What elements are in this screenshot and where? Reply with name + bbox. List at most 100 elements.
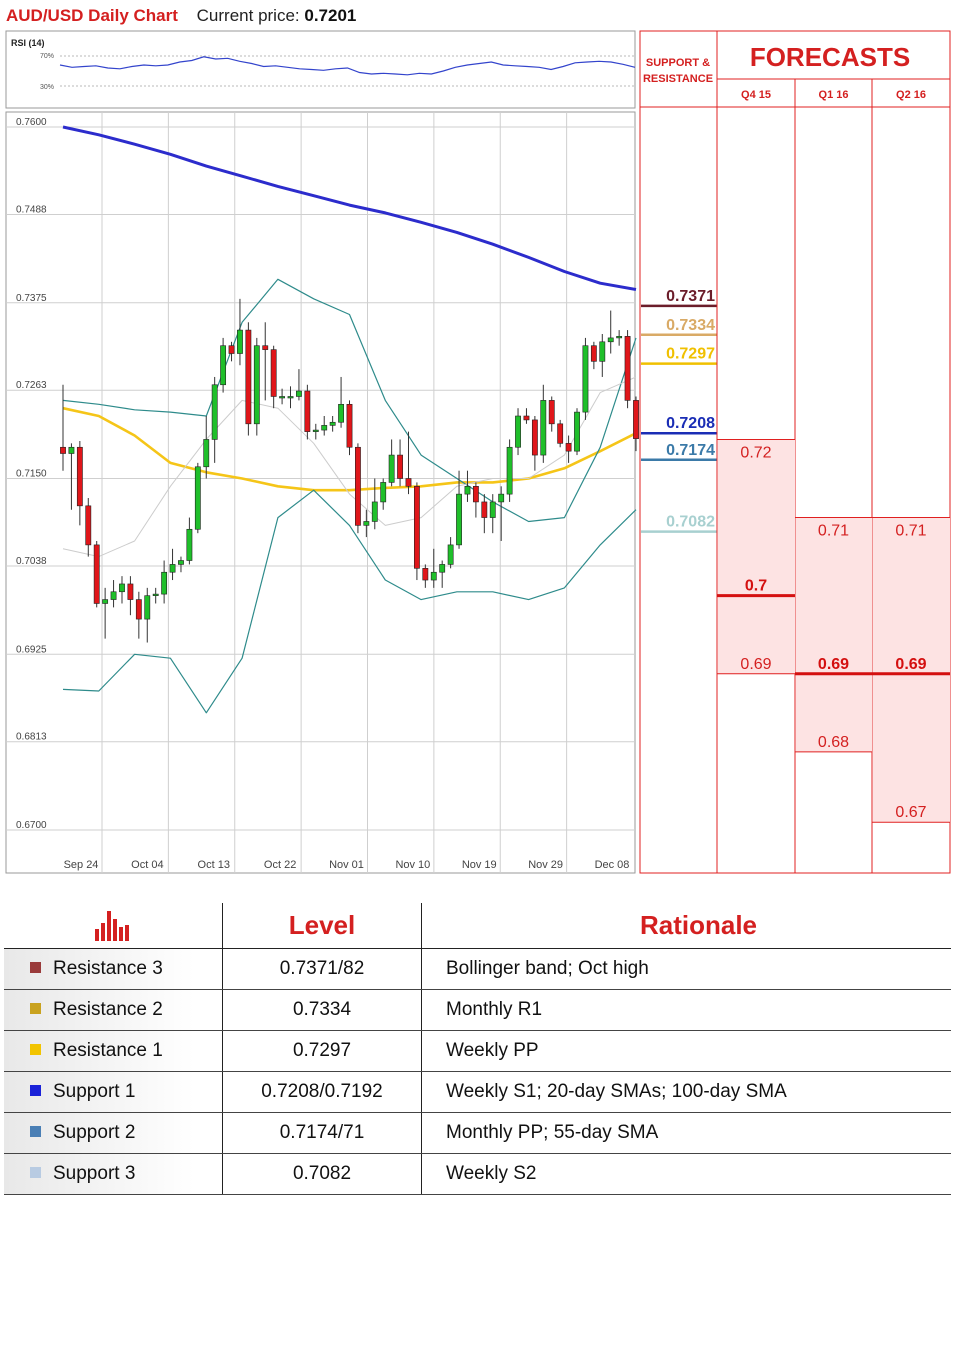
x-tick-label: Sep 24 [64,859,99,871]
rsi-upper-label: 70% [40,53,54,60]
chart-title: AUD/USD Daily Chart [6,6,178,25]
y-axis-ticks: 0.7600 0.7488 0.7375 0.7263 0.7150 0.7038 0.69… [16,117,47,831]
indicator-line-0 [62,125,637,291]
candle-body [68,446,75,454]
indicator-lines [62,125,637,714]
candle [329,416,336,432]
indicator-line-2 [62,278,637,523]
candle-body [127,583,134,600]
candle [110,580,117,608]
candle-body [531,419,538,456]
legend-swatch [30,962,41,973]
row-level: 0.7174/71 [222,1112,422,1154]
candle [220,337,227,393]
x-tick-label: Oct 04 [131,859,163,871]
y-tick-label: 0.7263 [16,380,47,391]
candle-body [624,336,631,401]
candle-body [161,571,168,595]
sr-level-value: 0.7297 [666,346,715,363]
legend-swatch [30,1044,41,1055]
candle [582,337,589,420]
candle [523,408,530,424]
candle-body [523,415,530,421]
candle-body [287,396,294,399]
x-tick-label: Oct 22 [264,859,296,871]
forecast-mid-value: 0.69 [895,656,926,673]
sr-header-line1: SUPPORT & [646,57,710,69]
candle [296,369,302,401]
candle-body [447,544,454,565]
y-tick-label: 0.7600 [16,117,47,128]
candle-body [456,493,462,546]
candle-body [506,446,513,495]
candle [498,486,505,541]
candle [245,322,252,436]
legend-swatch [30,1003,41,1014]
indicator-line-4 [62,376,637,558]
candle-body [93,544,100,604]
candle [287,386,294,409]
x-axis-ticks: Sep 24 Oct 04 Oct 13 Oct 22 Nov 01 Nov 10 Nov … [64,859,630,871]
candle-body [245,329,252,425]
candle [439,560,446,588]
price-chart: 0.7600 0.7488 0.7375 0.7263 0.7150 0.7038 0.69… [5,111,639,874]
candle-body [152,593,159,596]
candle-body [110,591,117,600]
row-rationale: Monthly PP; 55-day SMA [421,1112,951,1154]
candle [489,494,496,534]
chart-area: RSI (14) 70% 30% 0.7600 0.7488 0.7375 0.726… [5,30,951,874]
candle [304,384,311,440]
table-row: Support 2 0.7174/71 Monthly PP; 55-day SMA [4,1112,951,1154]
candle-body [119,583,125,593]
forecast-range [873,517,950,823]
candle-body [346,403,353,448]
candle [169,548,176,581]
forecasts-panel: FORECASTS Q4 15 0.72 0.7 0.69 Q1 16 0.71 0.69 0… [716,30,951,874]
candle [397,439,403,487]
table-row: Resistance 2 0.7334 Monthly R1 [4,989,951,1031]
row-level: 0.7371/82 [222,948,422,990]
candle [590,341,597,370]
candle-body [405,478,412,487]
table-header-rationale: Rationale [421,903,951,949]
row-name: Resistance 2 [53,999,163,1020]
candle [599,333,606,377]
candle-body [178,560,184,565]
candle-body [565,443,572,452]
candle-body [489,501,496,518]
indicator-line-1 [62,406,637,492]
support-resistance-panel: SUPPORT & RESISTANCE 0.73710.73340.72970… [639,30,718,874]
forecast-low-value: 0.68 [818,734,849,751]
row-level: 0.7082 [222,1153,422,1195]
candle [388,439,395,487]
row-rationale: Weekly PP [421,1030,951,1072]
candle [60,384,66,471]
forecast-range [796,517,872,752]
candle [624,330,631,409]
candle-body [548,400,555,425]
y-tick-label: 0.7038 [16,556,47,567]
y-tick-label: 0.6700 [16,820,47,831]
forecast-column: Q2 16 0.71 0.69 0.67 [872,89,950,823]
candle [363,509,370,538]
row-level: 0.7208/0.7192 [222,1071,422,1113]
candle [203,416,210,479]
rsi-label: RSI (14) [11,38,45,48]
row-name-cell: Support 2 [4,1112,223,1154]
table-row: Support 3 0.7082 Weekly S2 [4,1153,951,1195]
candle-body [355,446,361,526]
table-header-row: Level Rationale [4,903,951,949]
candle-body [253,345,260,425]
candle-body [439,564,446,573]
current-price-label: Current price: [196,6,300,25]
candle [531,416,538,471]
bar-chart-icon [95,910,129,941]
forecast-column: Q4 15 0.72 0.7 0.69 [717,89,795,675]
candle-body [270,349,277,397]
forecast-mid-value: 0.7 [745,578,767,595]
candle-body [363,521,370,526]
candle-body [312,429,319,432]
row-rationale: Monthly R1 [421,989,951,1031]
table-row: Resistance 3 0.7371/82 Bollinger band; Oct… [4,948,951,990]
candle-body [186,528,193,561]
